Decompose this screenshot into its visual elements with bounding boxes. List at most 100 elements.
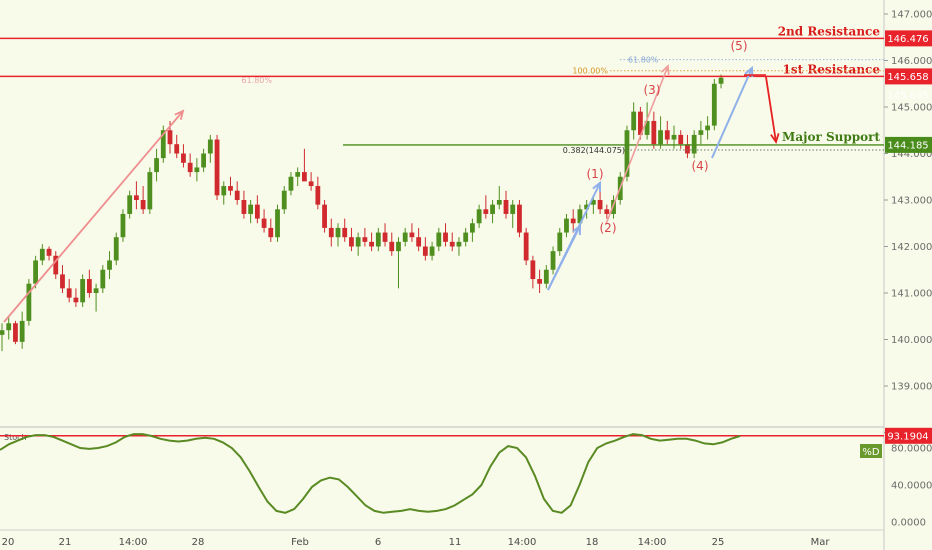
candle-body <box>26 283 32 321</box>
first-resistance-label: 1st Resistance <box>783 62 881 76</box>
major-support-badge-bg <box>885 136 932 153</box>
candle-body <box>604 209 610 214</box>
candle-body <box>705 125 710 131</box>
candle-body <box>19 320 25 342</box>
candle-body <box>671 134 677 140</box>
candle-body <box>248 204 254 214</box>
candle-body <box>154 158 159 173</box>
candle-body <box>711 83 717 126</box>
time-tick-label: Mar <box>811 537 831 548</box>
second-resistance-badge-bg <box>885 30 932 47</box>
candle-body <box>382 232 388 242</box>
candle-body <box>402 232 408 242</box>
candle-body <box>483 209 489 214</box>
candle-body <box>254 204 260 219</box>
first-resistance-badge-bg <box>885 68 932 85</box>
wave-label: (2) <box>600 221 617 235</box>
last-price-badge-text: 145.635 <box>887 90 928 101</box>
time-tick-label: 11 <box>449 537 462 548</box>
wave-label: (3) <box>644 83 661 97</box>
candle-body <box>315 186 321 205</box>
candle-body <box>375 232 381 247</box>
candle-body <box>261 218 267 228</box>
candle-body <box>0 330 5 335</box>
candle-body <box>550 251 556 270</box>
candle-body <box>503 200 509 214</box>
stoch-badge-text: 93.1904 <box>887 431 928 442</box>
candle-body <box>698 130 704 135</box>
candle-body <box>510 204 516 214</box>
price-tick-label: 146.000 <box>891 56 932 67</box>
candle-body <box>496 200 502 205</box>
candle-body <box>268 227 274 238</box>
time-tick-label: 14:00 <box>638 537 667 548</box>
candle-body <box>53 255 59 275</box>
uptrend-arrow-shaft <box>3 110 184 323</box>
candle-body <box>624 130 630 177</box>
candle-body <box>107 260 112 270</box>
time-tick-label: 14:00 <box>508 537 537 548</box>
candle-body <box>6 323 12 331</box>
candle-body <box>470 223 475 233</box>
time-tick-label: 20 <box>2 537 15 548</box>
candle-body <box>362 237 368 242</box>
candle-body <box>13 323 18 342</box>
candle-body <box>409 232 415 238</box>
projection-arrow-shaft <box>765 76 777 143</box>
candle-body <box>436 232 442 247</box>
candle-body <box>416 237 422 247</box>
candle-body <box>201 153 206 168</box>
price-tick-label: 141.000 <box>891 289 932 300</box>
candle-body <box>678 134 684 145</box>
price-tick-label: 145.000 <box>891 103 932 114</box>
candle-body <box>66 288 72 298</box>
candle-body <box>281 190 287 210</box>
price-tick-label: 140.000 <box>891 335 932 346</box>
wave-label: (4) <box>692 159 709 173</box>
candle-body <box>39 248 45 261</box>
time-tick-label: Feb <box>291 537 309 548</box>
candle-body <box>46 248 52 256</box>
stoch-tick-label: 80.0000 <box>891 444 932 455</box>
price-tick-label: 139.000 <box>891 382 932 393</box>
wave-1-arrow-lower-head <box>572 223 582 236</box>
second-resistance-badge-text: 146.476 <box>887 34 928 45</box>
time-tick-label: 28 <box>192 537 205 548</box>
candle-body <box>590 200 596 205</box>
stoch-d-line <box>0 433 741 514</box>
candle-body <box>207 139 213 154</box>
candle-body <box>221 186 227 196</box>
candle-body <box>302 172 307 182</box>
last-price-badge-bg <box>885 86 932 103</box>
stoch-tick-label: 0.0000 <box>891 518 926 529</box>
fib-618-upper-label: 61.80% <box>628 56 659 65</box>
time-tick-label: 14:00 <box>119 537 148 548</box>
candle-body <box>86 279 92 293</box>
candle-body <box>658 130 663 145</box>
candle-body <box>167 130 173 145</box>
candle-body <box>517 204 522 233</box>
candle-body <box>429 246 435 256</box>
stoch-legend-label: %D <box>862 447 880 458</box>
candle-body <box>664 130 670 140</box>
second-resistance-label: 2nd Resistance <box>778 24 881 38</box>
candle-body <box>597 200 603 210</box>
candle-body <box>651 120 657 145</box>
candle-body <box>181 153 186 163</box>
uptrend-arrow-head <box>174 109 185 120</box>
candle-body <box>349 237 354 247</box>
wave-3-arrow-head <box>660 64 670 76</box>
candle-body <box>443 232 448 242</box>
candle-body <box>228 186 233 191</box>
candle-body <box>523 232 529 261</box>
candle-body <box>140 200 146 210</box>
wave-1-arrow-head <box>592 180 602 193</box>
candle-body <box>33 260 38 284</box>
stoch-title: Stoch <box>4 433 27 442</box>
price-tick-label: 147.000 <box>891 10 932 21</box>
candle-body <box>463 232 469 242</box>
wave-label: (5) <box>731 39 748 53</box>
candle-body <box>396 241 401 252</box>
